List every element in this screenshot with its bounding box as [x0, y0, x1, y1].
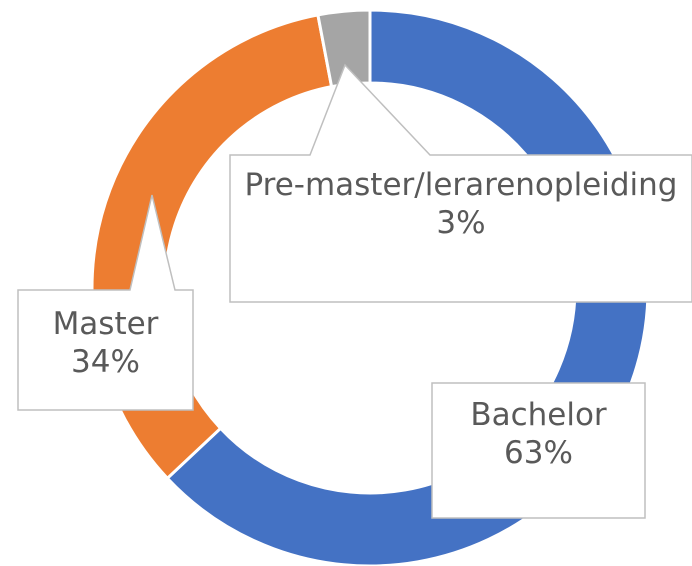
value-label: 63%	[504, 435, 573, 471]
category-label: Pre-master/lerarenopleiding	[244, 167, 678, 203]
data-label: Master 34%	[18, 305, 193, 381]
callout-box	[431, 382, 646, 519]
data-label: Bachelor 63%	[432, 396, 645, 472]
value-label: 34%	[71, 344, 140, 380]
callout-box	[229, 63, 692, 303]
callout-box	[17, 194, 194, 411]
data-label: Pre-master/lerarenopleiding 3%	[236, 166, 686, 242]
slice	[316, 8, 372, 89]
category-label: Bachelor	[470, 397, 607, 433]
value-label: 3%	[436, 205, 486, 241]
callouts	[17, 63, 692, 519]
category-label: Master	[52, 306, 159, 342]
